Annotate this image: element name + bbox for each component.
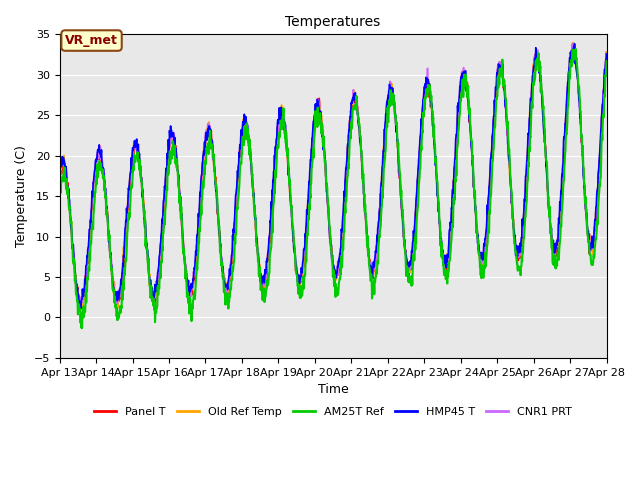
CNR1 PRT <box>538 92 546 98</box>
Panel T <box>178 223 186 229</box>
Line: Panel T: Panel T <box>60 43 607 312</box>
CNR1 PRT <box>419 107 426 113</box>
HMP45 T <box>77 306 84 312</box>
Panel T <box>239 129 246 135</box>
Panel T <box>603 49 611 55</box>
AM25T Ref <box>164 172 172 178</box>
AM25T Ref <box>78 325 86 331</box>
HMP45 T <box>538 96 546 101</box>
Old Ref Temp <box>490 114 497 120</box>
Text: VR_met: VR_met <box>65 34 118 47</box>
HMP45 T <box>239 119 246 125</box>
AM25T Ref <box>572 46 580 52</box>
Old Ref Temp <box>419 105 426 110</box>
Old Ref Temp <box>570 40 577 46</box>
Panel T <box>164 152 172 158</box>
CNR1 PRT <box>239 122 246 128</box>
Panel T <box>569 40 577 46</box>
X-axis label: Time: Time <box>317 383 348 396</box>
Line: CNR1 PRT: CNR1 PRT <box>60 44 607 307</box>
CNR1 PRT <box>164 151 172 156</box>
CNR1 PRT <box>56 166 63 171</box>
Line: Old Ref Temp: Old Ref Temp <box>60 43 607 310</box>
HMP45 T <box>571 41 579 47</box>
Old Ref Temp <box>538 93 546 98</box>
Panel T <box>419 117 426 123</box>
AM25T Ref <box>603 58 611 64</box>
Old Ref Temp <box>56 169 63 175</box>
CNR1 PRT <box>569 41 577 47</box>
Panel T <box>113 310 121 315</box>
Panel T <box>56 164 63 170</box>
Panel T <box>490 118 497 123</box>
AM25T Ref <box>419 127 426 133</box>
Panel T <box>538 92 546 97</box>
AM25T Ref <box>538 89 546 95</box>
Old Ref Temp <box>164 150 172 156</box>
Y-axis label: Temperature (C): Temperature (C) <box>15 145 28 247</box>
CNR1 PRT <box>603 52 611 58</box>
HMP45 T <box>178 211 186 217</box>
CNR1 PRT <box>490 119 497 125</box>
AM25T Ref <box>178 217 186 223</box>
HMP45 T <box>56 165 63 170</box>
Legend: Panel T, Old Ref Temp, AM25T Ref, HMP45 T, CNR1 PRT: Panel T, Old Ref Temp, AM25T Ref, HMP45 … <box>90 402 577 421</box>
AM25T Ref <box>490 146 497 152</box>
HMP45 T <box>490 113 497 119</box>
HMP45 T <box>603 51 611 57</box>
Line: AM25T Ref: AM25T Ref <box>60 49 607 328</box>
Title: Temperatures: Temperatures <box>285 15 381 29</box>
Old Ref Temp <box>178 210 186 216</box>
AM25T Ref <box>56 180 63 186</box>
HMP45 T <box>164 137 172 143</box>
Old Ref Temp <box>78 307 86 312</box>
Old Ref Temp <box>239 127 246 132</box>
Old Ref Temp <box>603 53 611 59</box>
CNR1 PRT <box>178 221 186 227</box>
CNR1 PRT <box>76 304 83 310</box>
Line: HMP45 T: HMP45 T <box>60 44 607 309</box>
HMP45 T <box>419 110 426 116</box>
AM25T Ref <box>239 138 246 144</box>
